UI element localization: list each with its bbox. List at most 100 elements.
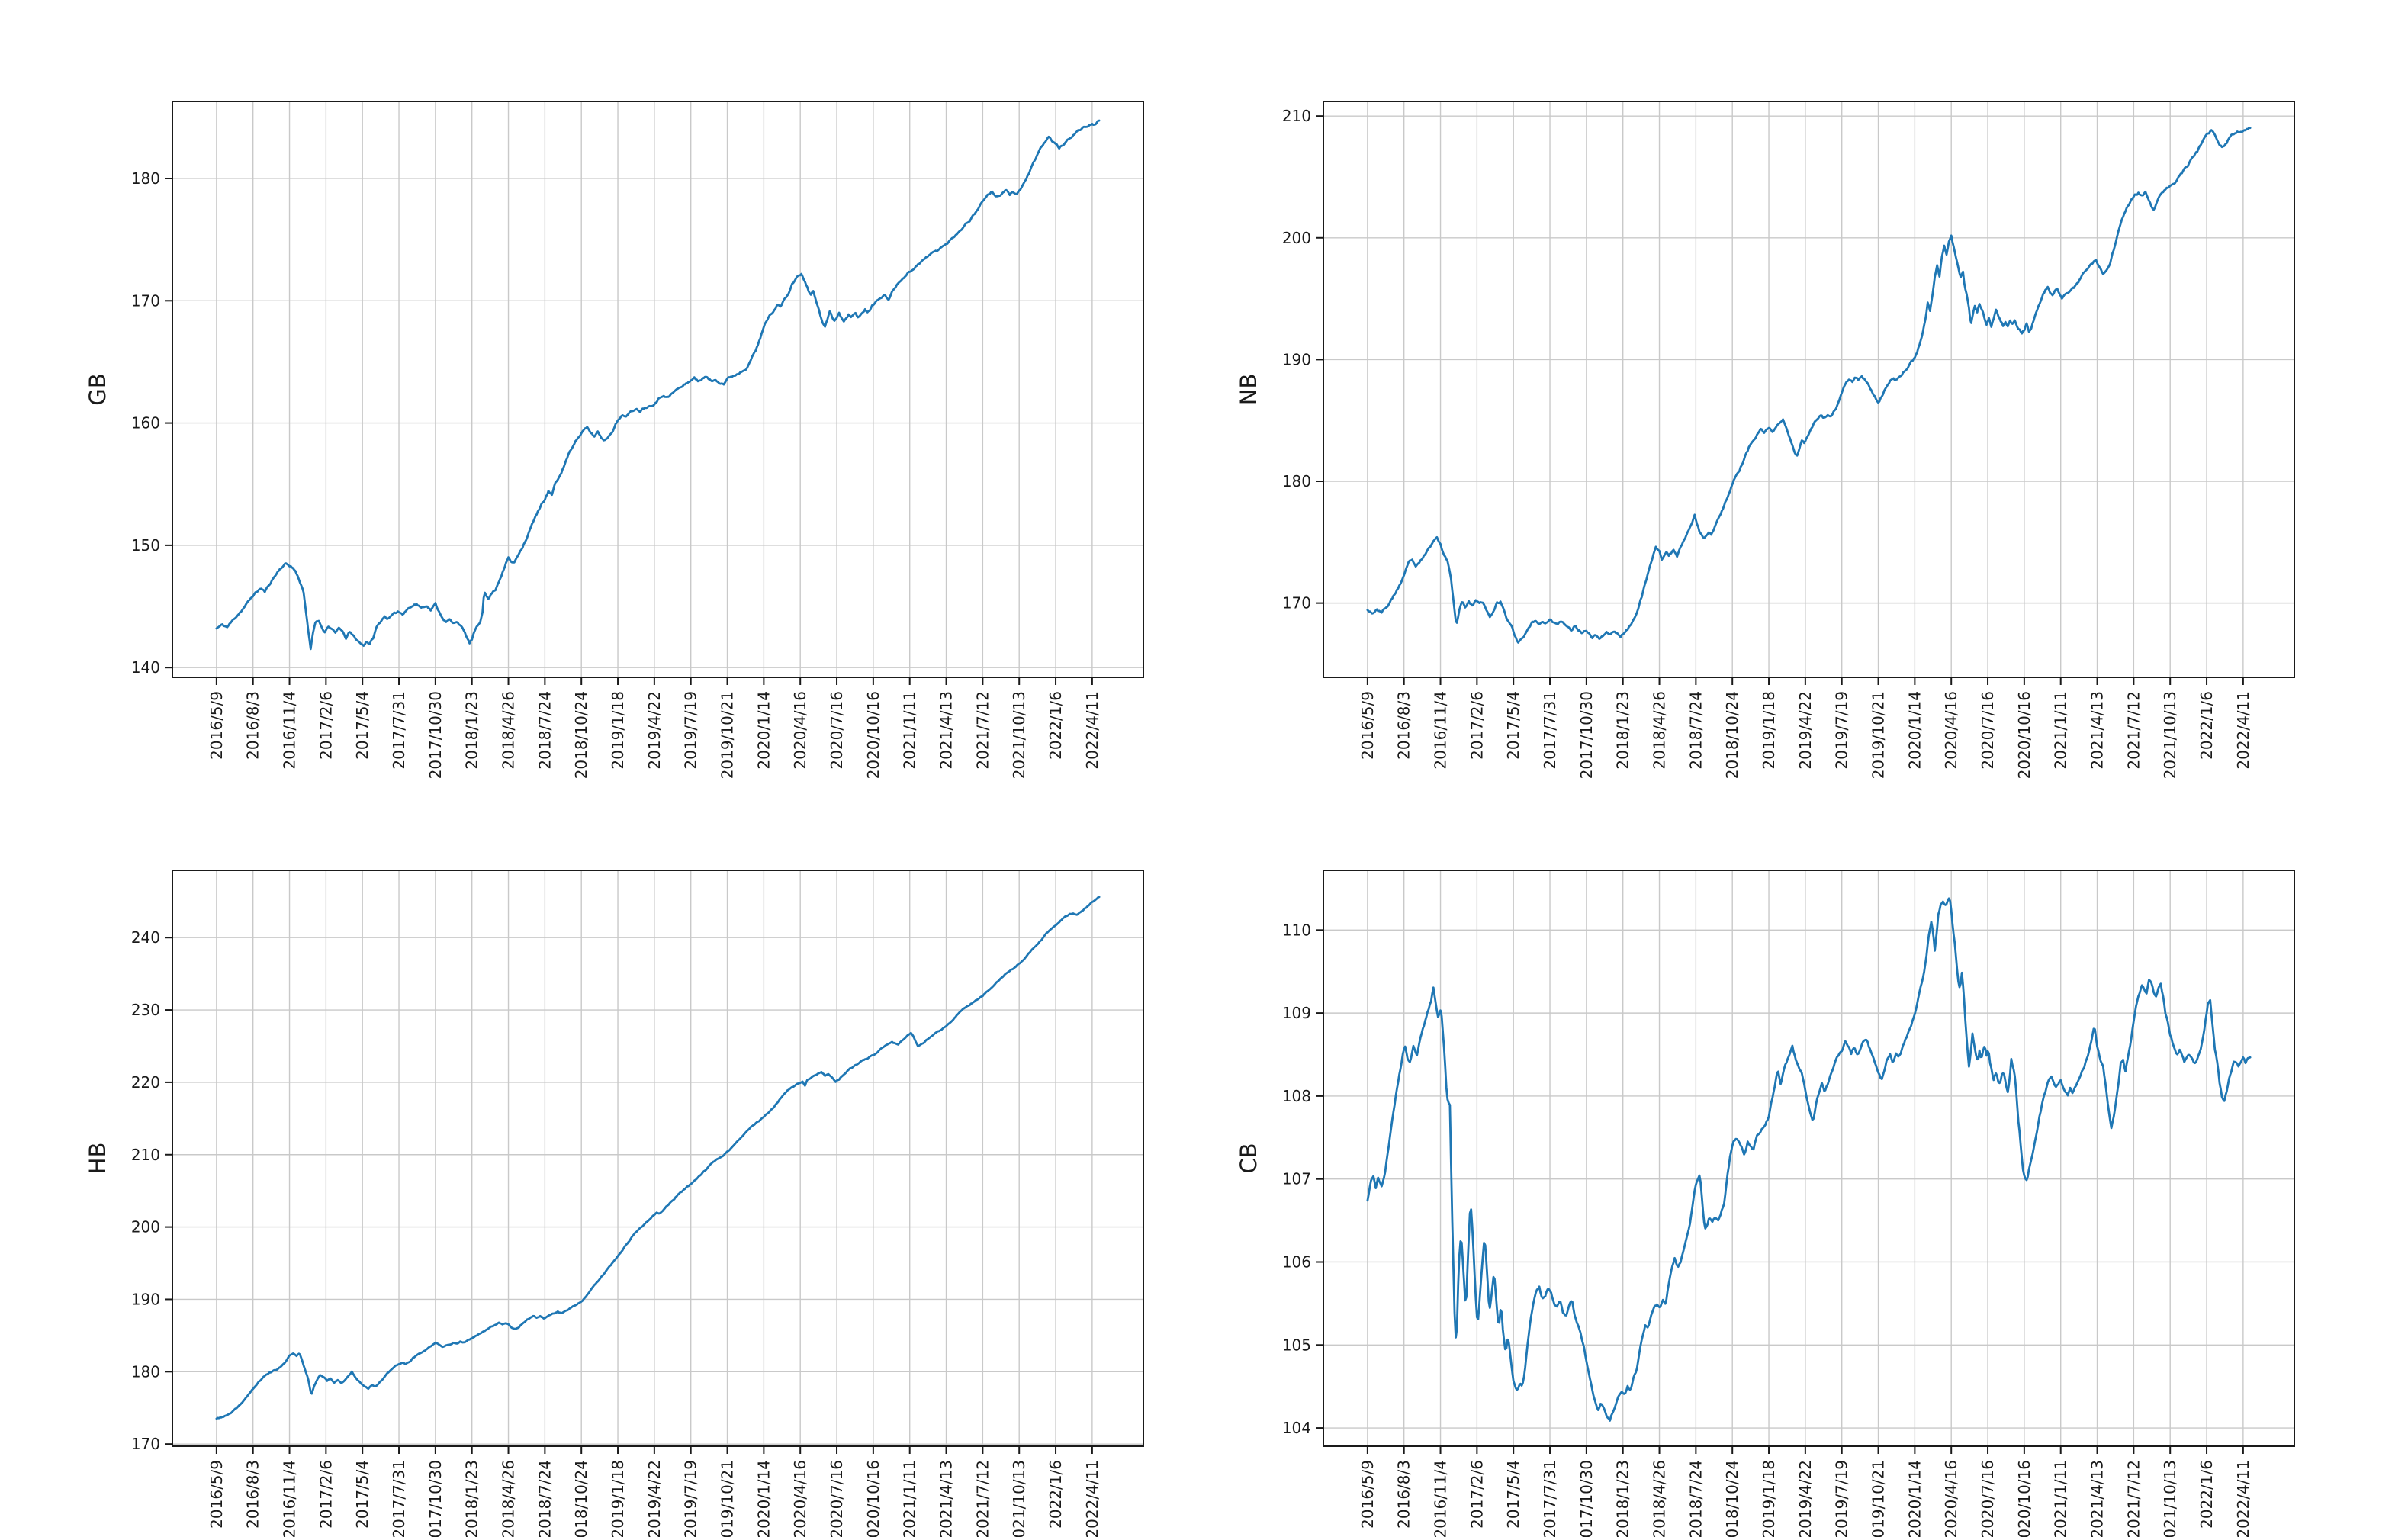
x-tick-label: 2018/7/24	[535, 691, 554, 770]
x-tick-label: 2019/1/18	[1760, 1460, 1778, 1537]
x-tick-label: 2016/11/4	[1432, 691, 1450, 770]
x-tick-label: 2016/11/4	[281, 691, 299, 770]
x-tick-label: 2016/11/4	[1432, 1460, 1450, 1537]
x-tick-label: 2016/5/9	[207, 691, 226, 760]
chart-hb: 2016/5/9 2016/8/3 2016/11/4 2017/2/6 2017/5/…	[85, 870, 1144, 1537]
axes-spines	[172, 101, 1144, 678]
x-tick-label: 2017/7/31	[1541, 691, 1559, 770]
y-tick-label: 108	[1282, 1087, 1311, 1105]
y-tick-label: 180	[131, 169, 160, 188]
x-tick-label: 2018/7/24	[535, 1460, 554, 1537]
y-tick-label: 240	[131, 928, 160, 947]
series-line-gb	[215, 119, 1101, 651]
x-tick-label: 2020/1/14	[1905, 691, 1924, 770]
x-tick-label: 2018/1/23	[463, 1460, 481, 1537]
x-tick-label: 2021/4/13	[937, 691, 956, 770]
x-tick-label: 2019/1/18	[1760, 691, 1778, 770]
y-tick-label: 150	[131, 536, 160, 555]
axes-spines	[1323, 101, 2295, 678]
x-tick-label: 2020/7/16	[1979, 691, 1997, 770]
x-tick-label: 2020/7/16	[828, 1460, 846, 1537]
x-tick-label: 2020/4/16	[791, 1460, 809, 1537]
y-tick-label: 200	[1282, 229, 1311, 247]
y-tick-label: 220	[131, 1073, 160, 1092]
x-tick-label: 2020/1/14	[754, 691, 773, 770]
x-tick-label: 2021/7/12	[973, 691, 992, 770]
y-tick-label: 210	[131, 1146, 160, 1164]
x-tick-label: 2020/1/14	[1905, 1460, 1924, 1537]
tick-labels: 2016/5/9 2016/8/3 2016/11/4 2017/2/6 2017/5/…	[1282, 921, 2252, 1537]
x-tick-label: 2018/10/24	[572, 1460, 590, 1537]
x-tick-label: 2017/2/6	[317, 1460, 335, 1529]
chart-cb: 2016/5/9 2016/8/3 2016/11/4 2017/2/6 2017/5/…	[1236, 870, 2295, 1537]
x-tick-label: 2016/8/3	[1395, 1460, 1413, 1529]
x-tick-label: 2017/5/4	[353, 691, 371, 760]
ticks	[1316, 115, 2244, 685]
y-tick-label: 230	[131, 1001, 160, 1019]
series-line-cb	[1366, 897, 2252, 1422]
y-tick-label: 104	[1282, 1419, 1311, 1437]
x-tick-label: 2020/4/16	[1942, 1460, 1960, 1537]
y-axis-label-nb: NB	[1236, 374, 1262, 406]
y-tick-label: 107	[1282, 1170, 1311, 1188]
x-tick-label: 2022/4/11	[1083, 1460, 1101, 1537]
axes-spines	[172, 870, 1144, 1447]
x-tick-label: 2017/10/30	[1577, 1460, 1596, 1537]
x-tick-label: 2019/1/18	[609, 1460, 627, 1537]
grid	[172, 101, 1143, 677]
x-tick-label: 2019/4/22	[645, 1460, 664, 1537]
x-tick-label: 2021/7/12	[973, 1460, 992, 1537]
x-tick-label: 2020/10/16	[2015, 1460, 2033, 1537]
x-tick-label: 2019/1/18	[609, 691, 627, 770]
x-tick-label: 2016/11/4	[281, 1460, 299, 1537]
y-tick-label: 170	[131, 291, 160, 310]
x-tick-label: 2017/10/30	[1577, 691, 1596, 779]
x-tick-label: 2016/8/3	[1395, 691, 1413, 760]
x-tick-label: 2018/7/24	[1686, 691, 1705, 770]
y-tick-label: 170	[1282, 594, 1311, 613]
x-tick-label: 2020/1/14	[754, 1460, 773, 1537]
y-tick-label: 180	[1282, 472, 1311, 490]
x-tick-label: 2020/10/16	[864, 1460, 883, 1537]
x-tick-label: 2018/4/26	[1651, 691, 1669, 770]
x-tick-label: 2019/10/21	[1869, 691, 1888, 779]
x-tick-label: 2020/10/16	[864, 691, 883, 779]
tick-labels: 2016/5/9 2016/8/3 2016/11/4 2017/2/6 2017/5/…	[131, 169, 1101, 779]
x-tick-label: 2017/10/30	[426, 691, 445, 779]
x-tick-label: 2018/4/26	[1651, 1460, 1669, 1537]
grid	[172, 870, 1143, 1446]
y-tick-label: 170	[131, 1435, 160, 1453]
y-tick-label: 109	[1282, 1004, 1311, 1022]
x-tick-label: 2021/1/11	[2052, 691, 2070, 770]
x-tick-label: 2018/1/23	[1614, 691, 1632, 770]
y-tick-label: 140	[131, 658, 160, 677]
x-tick-label: 2021/1/11	[2052, 1460, 2070, 1537]
x-tick-label: 2020/7/16	[828, 691, 846, 770]
tick-labels: 2016/5/9 2016/8/3 2016/11/4 2017/2/6 2017/5/…	[1282, 107, 2252, 779]
x-tick-label: 2022/1/6	[1046, 691, 1065, 760]
y-tick-label: 110	[1282, 921, 1311, 939]
x-tick-label: 2018/4/26	[500, 1460, 518, 1537]
x-tick-label: 2022/4/11	[2234, 691, 2252, 770]
x-tick-label: 2021/1/11	[901, 1460, 919, 1537]
x-tick-label: 2020/4/16	[1942, 691, 1960, 770]
x-tick-label: 2019/4/22	[1796, 691, 1815, 770]
x-tick-label: 2021/7/12	[2124, 1460, 2143, 1537]
x-tick-label: 2017/2/6	[1468, 1460, 1486, 1529]
x-tick-label: 2016/5/9	[1358, 1460, 1377, 1529]
tick-labels: 2016/5/9 2016/8/3 2016/11/4 2017/2/6 2017/5/…	[131, 928, 1101, 1537]
chart-nb: 2016/5/9 2016/8/3 2016/11/4 2017/2/6 2017/5/…	[1236, 101, 2295, 779]
x-tick-label: 2021/1/11	[901, 691, 919, 770]
x-tick-label: 2021/4/13	[2088, 691, 2107, 770]
x-tick-label: 2019/7/19	[1833, 1460, 1851, 1537]
x-tick-label: 2017/2/6	[1468, 691, 1486, 760]
x-tick-label: 2017/7/31	[1541, 1460, 1559, 1537]
x-tick-label: 2021/10/13	[2161, 691, 2179, 779]
x-tick-label: 2021/7/12	[2124, 691, 2143, 770]
x-tick-label: 2021/4/13	[937, 1460, 956, 1537]
y-tick-label: 190	[1282, 350, 1311, 368]
x-tick-label: 2022/1/6	[2197, 1460, 2216, 1529]
x-tick-label: 2017/5/4	[1504, 1460, 1522, 1529]
y-tick-label: 180	[131, 1362, 160, 1381]
